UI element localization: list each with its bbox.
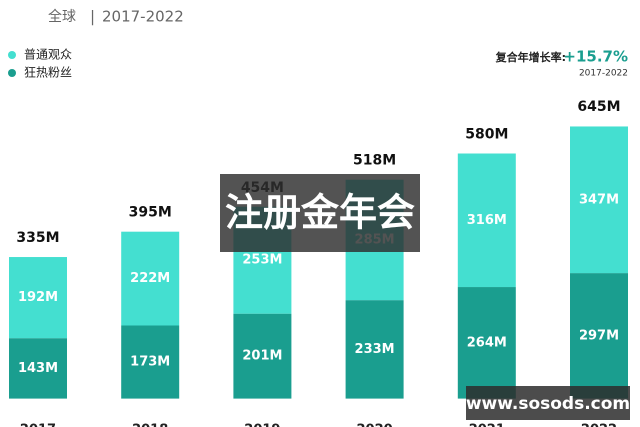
total-label: 580M	[465, 127, 508, 143]
cagr-value: +15.7%	[563, 48, 628, 66]
bar-segment	[121, 231, 180, 326]
legend-label: 普通观众	[24, 48, 72, 62]
segment-label: 173M	[130, 355, 170, 370]
segment-label: 347M	[579, 192, 619, 207]
x-tick-label: 2017	[20, 423, 56, 427]
segment-label: 192M	[18, 290, 58, 305]
segment-label: 201M	[242, 349, 282, 364]
total-label: 518M	[353, 153, 396, 169]
x-tick-label: 2022	[581, 423, 617, 427]
x-tick-label: 2021	[469, 423, 505, 427]
total-label: 395M	[129, 205, 172, 221]
bar-segment	[570, 126, 628, 274]
watermark-box	[220, 174, 420, 252]
bar-segment	[570, 273, 628, 399]
segment-label: 222M	[130, 271, 170, 286]
x-tick-label: 2018	[132, 423, 168, 427]
total-label: 645M	[577, 99, 620, 115]
subtitle-years: 2017-2022	[102, 8, 184, 26]
cagr-period: 2017-2022	[579, 69, 628, 79]
bar-segment	[233, 313, 292, 399]
segment-label: 297M	[579, 328, 619, 343]
legend-swatch	[8, 69, 16, 77]
subtitle-separator: |	[90, 8, 95, 26]
legend-swatch	[8, 51, 16, 59]
watermark: 注册金年会 www.sosods.com	[220, 174, 630, 420]
bar-segment	[121, 325, 180, 399]
segment-label: 233M	[355, 342, 395, 357]
x-tick-label: 2020	[357, 423, 393, 427]
watermark-url: www.sosods.com	[466, 394, 630, 414]
bar-segment	[457, 287, 516, 399]
segment-label: 264M	[467, 335, 507, 350]
x-tick-label: 2019	[244, 423, 280, 427]
segment-label: 316M	[467, 213, 507, 228]
segment-label: 143M	[18, 361, 58, 376]
legend-label: 狂热粉丝	[24, 66, 72, 80]
bar-segment	[345, 300, 404, 399]
watermark-url-box	[466, 386, 630, 420]
total-label: 335M	[16, 230, 59, 246]
watermark-text: 注册金年会	[225, 191, 415, 235]
segment-label: 253M	[242, 253, 282, 268]
bar-segment	[9, 338, 67, 399]
subtitle-region: 全球	[48, 8, 76, 25]
bar-segment	[9, 257, 67, 339]
cagr-label: 复合年增长率:	[495, 50, 566, 64]
bar-segment	[457, 153, 516, 288]
